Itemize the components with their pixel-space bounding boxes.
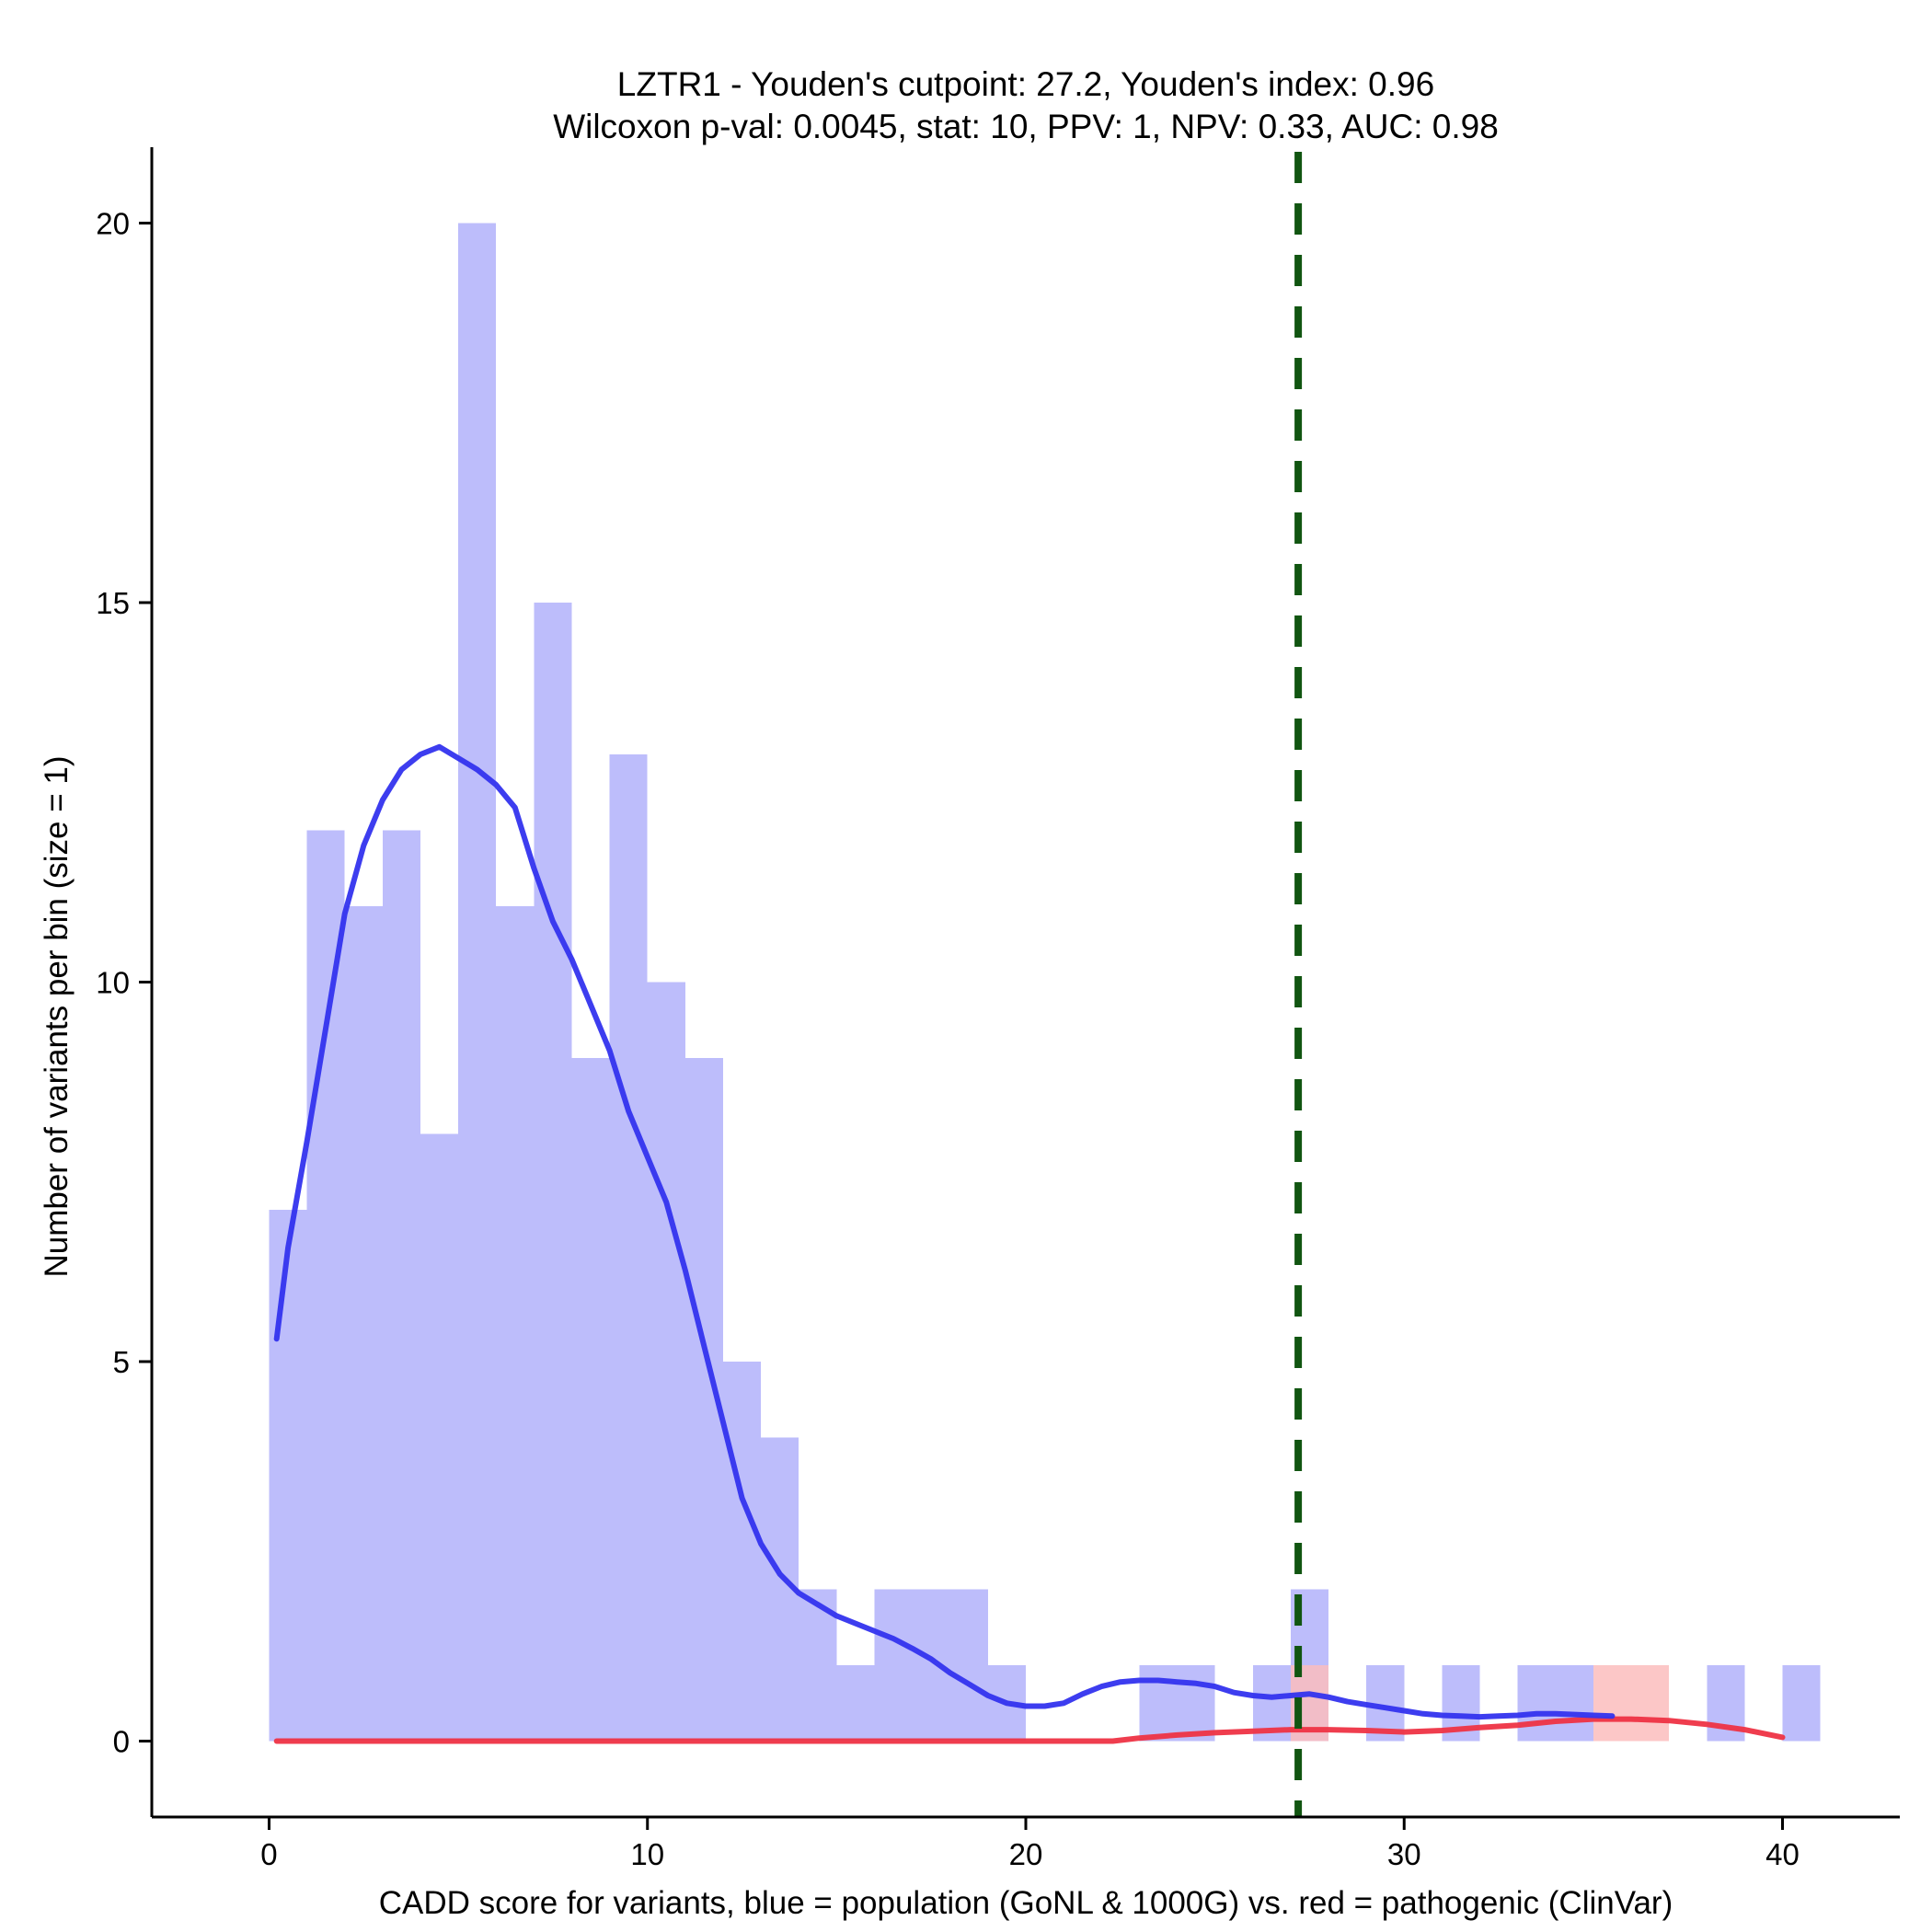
population-bar <box>534 603 572 1742</box>
population-bar <box>1782 1665 1821 1742</box>
y-tick-label: 10 <box>96 966 130 1000</box>
population-bar <box>496 906 535 1742</box>
population-bar <box>344 906 383 1742</box>
population-bar <box>722 1362 762 1742</box>
population-bar <box>382 830 420 1742</box>
population-bar <box>874 1589 913 1742</box>
population-bar <box>836 1665 875 1742</box>
population-bar <box>571 1058 610 1742</box>
population-bar <box>949 1589 988 1742</box>
y-tick-label: 20 <box>96 207 130 241</box>
pathogenic-bar <box>1631 1665 1670 1742</box>
population-bar <box>1139 1665 1178 1742</box>
chart-subtitle: Wilcoxon p-val: 0.0045, stat: 10, PPV: 1… <box>553 108 1499 145</box>
y-axis-label: Number of variants per bin (size = 1) <box>39 755 75 1277</box>
population-bar <box>1517 1665 1556 1742</box>
population-bar <box>420 1133 459 1742</box>
population-bar <box>269 1210 307 1742</box>
pathogenic-bar <box>1593 1665 1632 1742</box>
chart-title: LZTR1 - Youden's cutpoint: 27.2, Youden'… <box>617 65 1434 103</box>
density-curves <box>273 743 1786 1744</box>
population-bar <box>647 982 685 1742</box>
x-axis-ticks: 0 10 20 30 40 <box>260 1817 1800 1871</box>
population-bar <box>609 754 648 1742</box>
y-tick-label: 15 <box>96 586 130 620</box>
y-tick-label: 0 <box>113 1725 130 1759</box>
population-bar <box>1177 1665 1215 1742</box>
y-tick-label: 5 <box>113 1345 130 1379</box>
population-bars <box>269 223 1821 1742</box>
pathogenic-density-curve <box>273 1716 1786 1744</box>
x-tick-label: 0 <box>260 1837 277 1871</box>
x-tick-label: 10 <box>630 1837 664 1871</box>
y-axis-ticks: 0 5 10 15 20 <box>96 207 152 1759</box>
x-tick-label: 30 <box>1387 1837 1421 1871</box>
x-axis-label: CADD score for variants, blue = populati… <box>379 1885 1673 1921</box>
x-tick-label: 40 <box>1765 1837 1800 1871</box>
population-density-curve <box>273 743 1616 1720</box>
x-tick-label: 20 <box>1009 1837 1043 1871</box>
population-bar <box>1555 1665 1593 1742</box>
population-bar <box>306 830 345 1742</box>
population-bar <box>912 1589 950 1742</box>
population-bar <box>458 223 497 1742</box>
